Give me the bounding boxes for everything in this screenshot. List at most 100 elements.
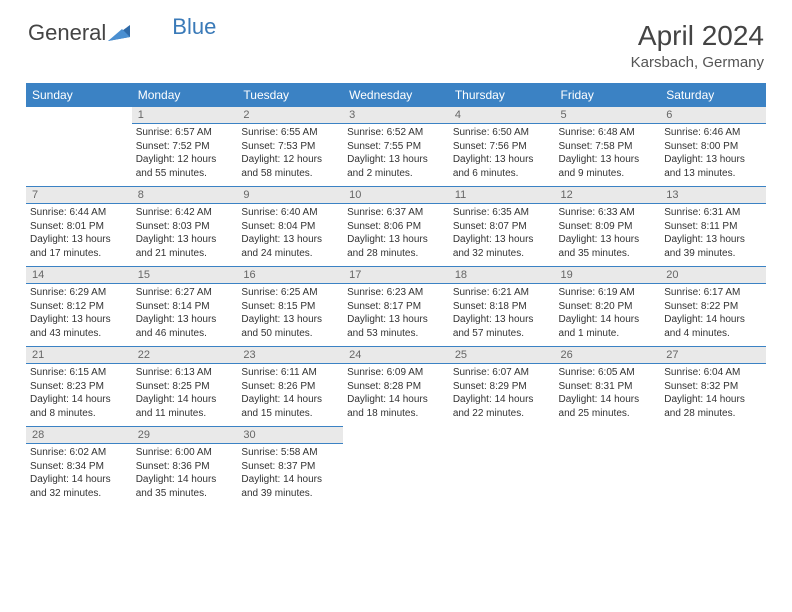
sunrise-text: Sunrise: 6:21 AM — [453, 286, 551, 300]
daylight-text-2: and 21 minutes. — [136, 247, 234, 261]
day-cell: Sunrise: 5:58 AMSunset: 8:37 PMDaylight:… — [237, 444, 343, 507]
day-cell: Sunrise: 6:07 AMSunset: 8:29 PMDaylight:… — [449, 364, 555, 427]
day-number: 9 — [237, 187, 343, 204]
day-number: 8 — [132, 187, 238, 204]
sunset-text: Sunset: 8:06 PM — [347, 220, 445, 234]
weekday-header: Thursday — [449, 83, 555, 107]
day-number: 2 — [237, 107, 343, 124]
daylight-text-2: and 58 minutes. — [241, 167, 339, 181]
sunrise-text: Sunrise: 6:19 AM — [559, 286, 657, 300]
sunset-text: Sunset: 8:17 PM — [347, 300, 445, 314]
day-detail-row: Sunrise: 6:44 AMSunset: 8:01 PM Daylight:… — [26, 204, 766, 267]
day-number: 6 — [660, 107, 766, 124]
day-number — [555, 427, 661, 444]
sunrise-text: Sunrise: 6:04 AM — [664, 366, 762, 380]
daylight-text-2: and 13 minutes. — [664, 167, 762, 181]
day-cell: Sunrise: 6:57 AMSunset: 7:52 PMDaylight:… — [132, 124, 238, 187]
day-number: 14 — [26, 267, 132, 284]
sunset-text: Sunset: 7:53 PM — [241, 140, 339, 154]
day-number: 11 — [449, 187, 555, 204]
daylight-text-2: and 43 minutes. — [30, 327, 128, 341]
daylight-text-2: and 55 minutes. — [136, 167, 234, 181]
sunrise-text: Sunrise: 6:15 AM — [30, 366, 128, 380]
day-number — [26, 107, 132, 124]
sunrise-text: Sunrise: 6:48 AM — [559, 126, 657, 140]
sunrise-text: Sunrise: 6:17 AM — [664, 286, 762, 300]
day-cell: Sunrise: 6:31 AMSunset: 8:11 PMDaylight:… — [660, 204, 766, 267]
daylight-text-2: and 35 minutes. — [136, 487, 234, 501]
day-cell: Sunrise: 6:25 AMSunset: 8:15 PMDaylight:… — [237, 284, 343, 347]
day-cell: Sunrise: 6:23 AMSunset: 8:17 PMDaylight:… — [343, 284, 449, 347]
daylight-text-1: Daylight: 13 hours — [453, 233, 551, 247]
day-number: 5 — [555, 107, 661, 124]
sunset-text: Sunset: 8:26 PM — [241, 380, 339, 394]
sunset-text: Sunset: 8:29 PM — [453, 380, 551, 394]
sunrise-text: Sunrise: 6:35 AM — [453, 206, 551, 220]
brand-name-2: Blue — [172, 14, 216, 40]
day-number: 7 — [26, 187, 132, 204]
day-cell: Sunrise: 6:52 AMSunset: 7:55 PMDaylight:… — [343, 124, 449, 187]
day-cell: Sunrise: 6:04 AMSunset: 8:32 PMDaylight:… — [660, 364, 766, 427]
daylight-text-1: Daylight: 14 hours — [453, 393, 551, 407]
day-number-row: 14151617181920 — [26, 267, 766, 284]
sunset-text: Sunset: 8:22 PM — [664, 300, 762, 314]
brand-logo: General Blue — [28, 20, 216, 46]
sunset-text: Sunset: 8:11 PM — [664, 220, 762, 234]
daylight-text-1: Daylight: 14 hours — [559, 313, 657, 327]
sunrise-text: Sunrise: 6:57 AM — [136, 126, 234, 140]
day-number: 21 — [26, 347, 132, 364]
sunset-text: Sunset: 8:01 PM — [30, 220, 128, 234]
sunset-text: Sunset: 7:56 PM — [453, 140, 551, 154]
daylight-text-2: and 35 minutes. — [559, 247, 657, 261]
sunset-text: Sunset: 8:23 PM — [30, 380, 128, 394]
sunset-text: Sunset: 7:52 PM — [136, 140, 234, 154]
day-cell: Sunrise: 6:19 AMSunset: 8:20 PMDaylight:… — [555, 284, 661, 347]
title-block: April 2024 Karsbach, Germany — [631, 20, 764, 71]
day-number: 28 — [26, 427, 132, 444]
sunrise-text: Sunrise: 6:27 AM — [136, 286, 234, 300]
daylight-text-2: and 4 minutes. — [664, 327, 762, 341]
day-number: 15 — [132, 267, 238, 284]
daylight-text-1: Daylight: 13 hours — [453, 313, 551, 327]
daylight-text-1: Daylight: 13 hours — [559, 153, 657, 167]
weekday-header: Sunday — [26, 83, 132, 107]
daylight-text-1: Daylight: 14 hours — [664, 313, 762, 327]
day-cell: Sunrise: 6:33 AMSunset: 8:09 PMDaylight:… — [555, 204, 661, 267]
daylight-text-1: Daylight: 13 hours — [347, 153, 445, 167]
sunset-text: Sunset: 8:18 PM — [453, 300, 551, 314]
daylight-text-2: and 18 minutes. — [347, 407, 445, 421]
day-number: 24 — [343, 347, 449, 364]
day-number-row: 21222324252627 — [26, 347, 766, 364]
sunset-text: Sunset: 8:15 PM — [241, 300, 339, 314]
day-detail-row: Sunrise: 6:29 AMSunset: 8:12 PMDaylight:… — [26, 284, 766, 347]
daylight-text-2: and 50 minutes. — [241, 327, 339, 341]
day-cell: Sunrise: 6:15 AMSunset: 8:23 PMDaylight:… — [26, 364, 132, 427]
sunset-text: Sunset: 7:55 PM — [347, 140, 445, 154]
day-number: 19 — [555, 267, 661, 284]
sunset-text: Sunset: 8:09 PM — [559, 220, 657, 234]
sunset-text: Sunset: 8:00 PM — [664, 140, 762, 154]
day-detail-row: Sunrise: 6:02 AMSunset: 8:34 PMDaylight:… — [26, 444, 766, 507]
sunrise-text: Sunrise: 6:44 AM — [30, 206, 128, 220]
daylight-text-1: Daylight: 13 hours — [664, 153, 762, 167]
daylight-text-1: Daylight: 14 hours — [347, 393, 445, 407]
day-cell: Sunrise: 6:37 AMSunset: 8:06 PMDaylight:… — [343, 204, 449, 267]
day-cell: Sunrise: 6:02 AMSunset: 8:34 PMDaylight:… — [26, 444, 132, 507]
day-number-row: 78910111213 — [26, 187, 766, 204]
sunrise-text: Sunrise: 6:00 AM — [136, 446, 234, 460]
daylight-text-1: Daylight: 14 hours — [136, 393, 234, 407]
sunrise-text: Sunrise: 6:13 AM — [136, 366, 234, 380]
sunrise-text: Sunrise: 6:46 AM — [664, 126, 762, 140]
daylight-text-2: and 28 minutes. — [664, 407, 762, 421]
month-title: April 2024 — [631, 20, 764, 52]
sunrise-text: Sunrise: 6:29 AM — [30, 286, 128, 300]
daylight-text-1: Daylight: 13 hours — [136, 313, 234, 327]
daylight-text-1: Daylight: 12 hours — [241, 153, 339, 167]
sunset-text: Sunset: 8:20 PM — [559, 300, 657, 314]
daylight-text-1: Daylight: 12 hours — [136, 153, 234, 167]
day-cell: Sunrise: 6:17 AMSunset: 8:22 PMDaylight:… — [660, 284, 766, 347]
daylight-text-2: and 22 minutes. — [453, 407, 551, 421]
day-number: 17 — [343, 267, 449, 284]
daylight-text-2: and 17 minutes. — [30, 247, 128, 261]
weekday-header: Friday — [555, 83, 661, 107]
